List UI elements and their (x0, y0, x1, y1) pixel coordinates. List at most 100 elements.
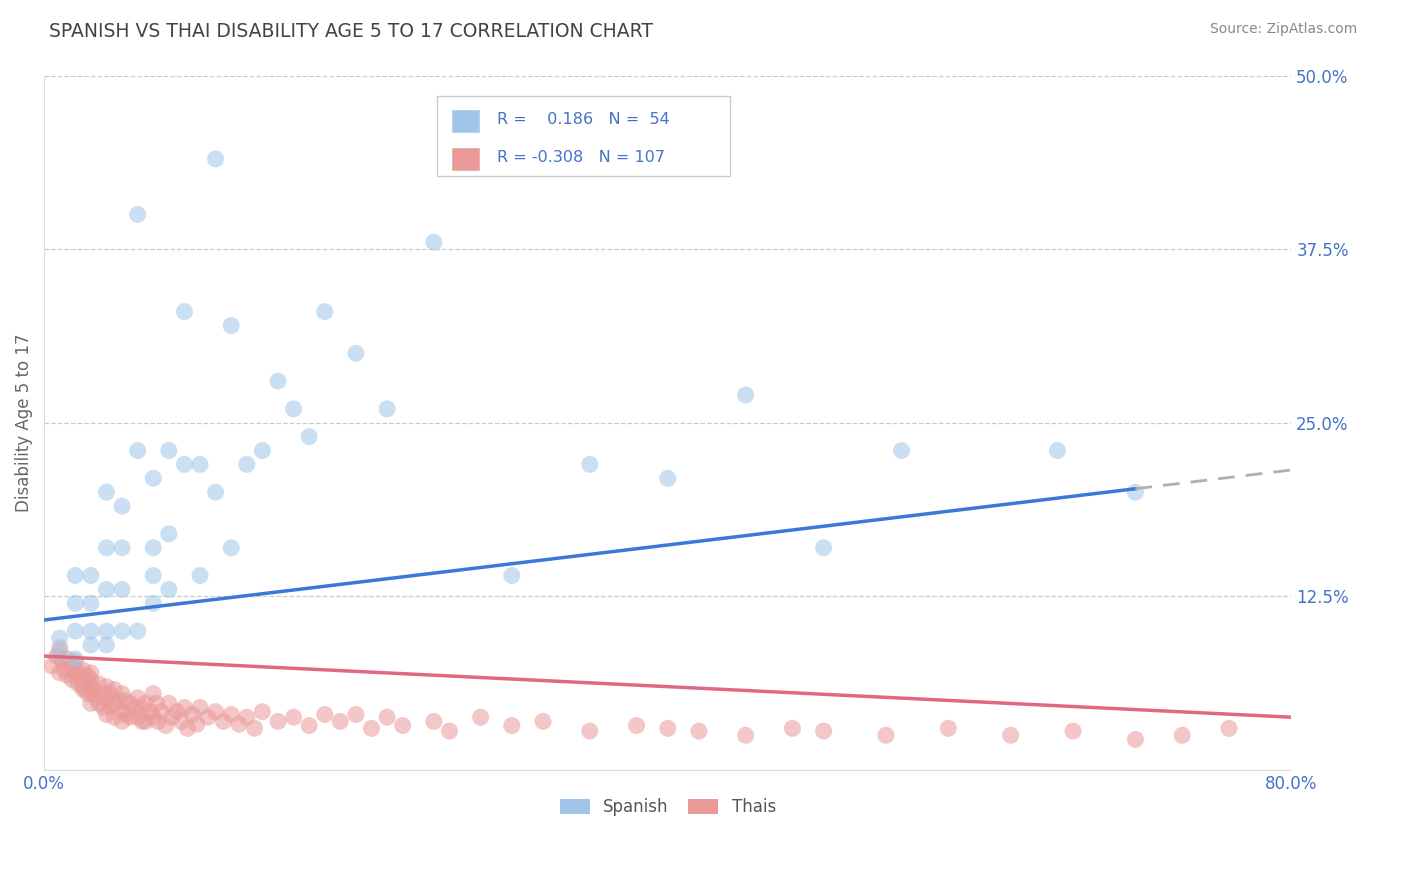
Point (114, 693, 136, 707)
Point (72, 682, 94, 697)
Point (734, 388, 756, 402)
Point (181, 707, 204, 722)
Point (1171, 728, 1194, 742)
Point (298, 718, 321, 732)
Point (83, 682, 105, 697)
Point (80, 687, 103, 701)
Point (228, 717, 250, 731)
Point (96, 485, 118, 500)
Point (96, 638, 118, 652)
Point (657, 722, 679, 736)
Point (626, 718, 648, 732)
Point (80, 673, 103, 687)
Point (344, 346, 367, 360)
Point (219, 541, 242, 555)
Point (134, 714, 156, 729)
Point (80, 596, 103, 610)
Point (65, 668, 87, 682)
Point (111, 705, 134, 719)
Point (1000, 728, 1022, 742)
Point (236, 458, 259, 472)
Point (236, 710, 259, 724)
Point (52, 655, 75, 669)
Y-axis label: Disability Age 5 to 17: Disability Age 5 to 17 (15, 334, 32, 512)
Point (157, 696, 180, 710)
Point (578, 458, 600, 472)
Point (142, 541, 165, 555)
Point (314, 304, 336, 318)
Point (142, 687, 165, 701)
Point (67, 677, 90, 691)
Point (72, 680, 94, 694)
Point (252, 443, 274, 458)
Point (111, 582, 134, 597)
Point (197, 710, 219, 724)
Point (139, 705, 162, 719)
Point (176, 722, 198, 736)
Point (142, 710, 165, 724)
Point (391, 718, 413, 732)
Point (204, 705, 226, 719)
Point (80, 680, 103, 694)
Point (103, 710, 125, 724)
Point (129, 700, 152, 714)
Point (142, 568, 165, 582)
Bar (451, 147, 479, 169)
Point (252, 705, 274, 719)
Point (501, 718, 523, 732)
Point (813, 541, 835, 555)
Point (1125, 485, 1147, 500)
Point (173, 700, 195, 714)
Point (657, 471, 679, 485)
Point (111, 687, 134, 701)
Point (111, 624, 134, 639)
Point (118, 696, 141, 710)
Point (56, 652, 79, 666)
Point (813, 724, 835, 739)
Point (134, 696, 156, 710)
Point (150, 705, 173, 719)
Point (423, 714, 446, 729)
Point (111, 541, 134, 555)
Point (423, 235, 446, 250)
Point (65, 568, 87, 582)
Point (103, 696, 125, 710)
Point (219, 707, 242, 722)
Point (96, 624, 118, 639)
Point (501, 568, 523, 582)
Point (65, 652, 87, 666)
Point (103, 682, 125, 697)
Point (127, 624, 149, 639)
Point (344, 707, 367, 722)
Point (96, 707, 118, 722)
Point (87, 677, 110, 691)
Point (96, 693, 118, 707)
Point (1062, 724, 1084, 739)
Point (93, 700, 115, 714)
Point (314, 707, 336, 722)
Point (111, 499, 134, 513)
Point (267, 714, 290, 729)
Point (157, 527, 180, 541)
Point (734, 728, 756, 742)
Point (204, 152, 226, 166)
Point (111, 714, 134, 729)
Point (48, 645, 70, 659)
Point (170, 714, 193, 729)
Point (875, 728, 897, 742)
Point (67, 665, 90, 680)
Point (48, 665, 70, 680)
Point (76, 687, 98, 701)
Point (186, 717, 208, 731)
Point (118, 710, 141, 724)
Point (80, 696, 103, 710)
Legend: Spanish, Thais: Spanish, Thais (551, 789, 785, 824)
Point (219, 318, 242, 333)
Point (157, 582, 180, 597)
Point (80, 665, 103, 680)
Point (41, 658, 63, 673)
Point (60, 673, 83, 687)
Point (470, 710, 492, 724)
Point (1218, 722, 1240, 736)
Point (65, 596, 87, 610)
